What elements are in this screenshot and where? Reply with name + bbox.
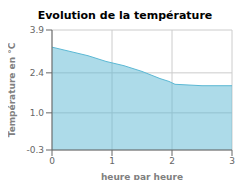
html-text:Evolution de la température: Evolution de la température bbox=[37, 9, 213, 22]
svg-text:2.4: 2.4 bbox=[30, 68, 45, 78]
svg-text:heure par heure: heure par heure bbox=[101, 172, 183, 180]
svg-text:Température en °C: Température en °C bbox=[8, 42, 17, 137]
svg-text:0: 0 bbox=[49, 156, 55, 166]
svg-text:1.0: 1.0 bbox=[30, 108, 45, 118]
svg-text:-0.3: -0.3 bbox=[26, 145, 44, 155]
svg-text:3.9: 3.9 bbox=[30, 25, 45, 35]
svg-text:1: 1 bbox=[109, 156, 115, 166]
svg-text:3: 3 bbox=[229, 156, 235, 166]
svg-text:2: 2 bbox=[169, 156, 175, 166]
